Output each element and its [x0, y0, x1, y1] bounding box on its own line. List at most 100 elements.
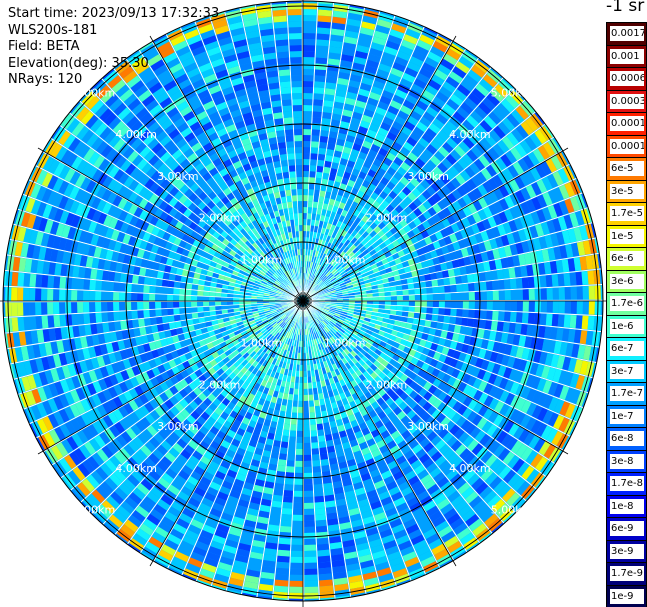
radar-gate — [332, 326, 339, 332]
radar-gate — [429, 467, 442, 479]
radar-gate — [326, 445, 336, 453]
radar-gate — [483, 395, 494, 408]
radar-gate — [310, 424, 317, 431]
radar-gate — [320, 380, 326, 387]
radar-gate — [356, 493, 368, 502]
radar-gate — [431, 543, 446, 556]
radar-gate — [329, 541, 343, 550]
radar-gate — [316, 381, 322, 388]
radar-gate — [315, 318, 320, 325]
radar-gate — [331, 559, 345, 568]
radar-gate — [291, 544, 303, 551]
radar-gate — [341, 533, 354, 542]
radar-gate — [386, 440, 397, 450]
radar-gate — [413, 312, 421, 319]
radar-gate — [405, 323, 413, 330]
radar-gate — [438, 525, 453, 538]
radar-gate — [383, 406, 393, 416]
radar-gate — [533, 438, 546, 453]
radar-gate — [537, 407, 548, 422]
radar-gate — [407, 335, 416, 343]
radar-gate — [456, 527, 472, 541]
radar-gate — [371, 415, 381, 424]
radar-gate — [362, 571, 378, 581]
radar-gate — [329, 309, 336, 314]
radar-gate — [329, 420, 337, 429]
radar-gate — [320, 404, 327, 412]
radar-gate — [293, 496, 303, 503]
radar-gate — [546, 367, 557, 381]
ray-gap — [306, 305, 493, 534]
radar-gate — [331, 432, 340, 440]
radar-gate — [168, 322, 176, 330]
ray-gap — [303, 306, 336, 600]
radar-gate — [467, 439, 479, 452]
radar-gate — [435, 413, 446, 424]
radar-gate — [367, 326, 374, 332]
radar-gate — [35, 302, 42, 316]
radar-gate — [308, 334, 312, 341]
radar-gate — [381, 584, 396, 591]
radar-gate — [357, 381, 366, 390]
radar-gate — [155, 301, 162, 309]
radar-gate — [346, 312, 354, 317]
radar-gate — [528, 301, 535, 312]
radar-gate — [319, 398, 326, 406]
radar-gate — [384, 305, 391, 310]
radar-gate — [310, 327, 314, 334]
radar-gate — [547, 412, 559, 427]
radar-gate — [29, 273, 37, 287]
radar-gate — [418, 422, 429, 433]
radar-gate — [293, 111, 303, 118]
radar-gate — [291, 81, 302, 88]
radar-gate — [432, 301, 439, 308]
radar-gate — [322, 310, 328, 315]
radar-gate — [369, 345, 377, 353]
radar-gate — [290, 183, 297, 190]
radar-gate — [77, 278, 85, 290]
radar-gate — [95, 302, 102, 312]
radar-gate — [486, 301, 493, 310]
radar-gate — [374, 480, 386, 490]
radar-gate — [185, 301, 192, 308]
radar-gate — [341, 333, 349, 340]
radar-gate — [41, 302, 48, 315]
radar-gate — [396, 502, 409, 513]
radar-gate — [472, 523, 487, 537]
radar-gate — [285, 466, 295, 473]
radar-gate — [504, 392, 515, 406]
radar-gate — [442, 448, 455, 460]
radar-gate — [396, 305, 403, 311]
radar-gate — [429, 510, 443, 523]
radar-gate — [390, 562, 406, 573]
radar-gate — [23, 287, 30, 301]
radar-gate — [322, 416, 329, 424]
radar-gate — [308, 189, 315, 196]
radar-gate — [440, 363, 450, 373]
radar-gate — [374, 375, 383, 384]
radar-gate — [395, 455, 407, 466]
radar-gate — [71, 302, 78, 314]
radar-gate — [315, 325, 320, 332]
radar-gate — [290, 424, 297, 431]
radar-gate — [333, 314, 340, 319]
radar-gate — [325, 439, 334, 448]
radar-gate — [434, 548, 449, 561]
radar-gate — [401, 486, 413, 497]
ray-gap — [304, 306, 397, 587]
radar-gate — [410, 357, 419, 366]
radar-gate — [471, 477, 485, 491]
radar-gate — [339, 379, 346, 387]
radar-gate — [303, 21, 317, 28]
radar-gate — [161, 315, 169, 324]
radar-gate — [542, 410, 554, 425]
radar-gate — [294, 484, 303, 491]
radar-gate — [303, 484, 313, 491]
radar-gate — [323, 334, 329, 341]
radar-gate — [361, 447, 371, 456]
radar-gate — [368, 410, 378, 419]
radar-gate — [65, 314, 73, 326]
radar-gate — [29, 316, 37, 330]
radar-gate — [508, 322, 516, 334]
radar-gate — [461, 509, 476, 522]
